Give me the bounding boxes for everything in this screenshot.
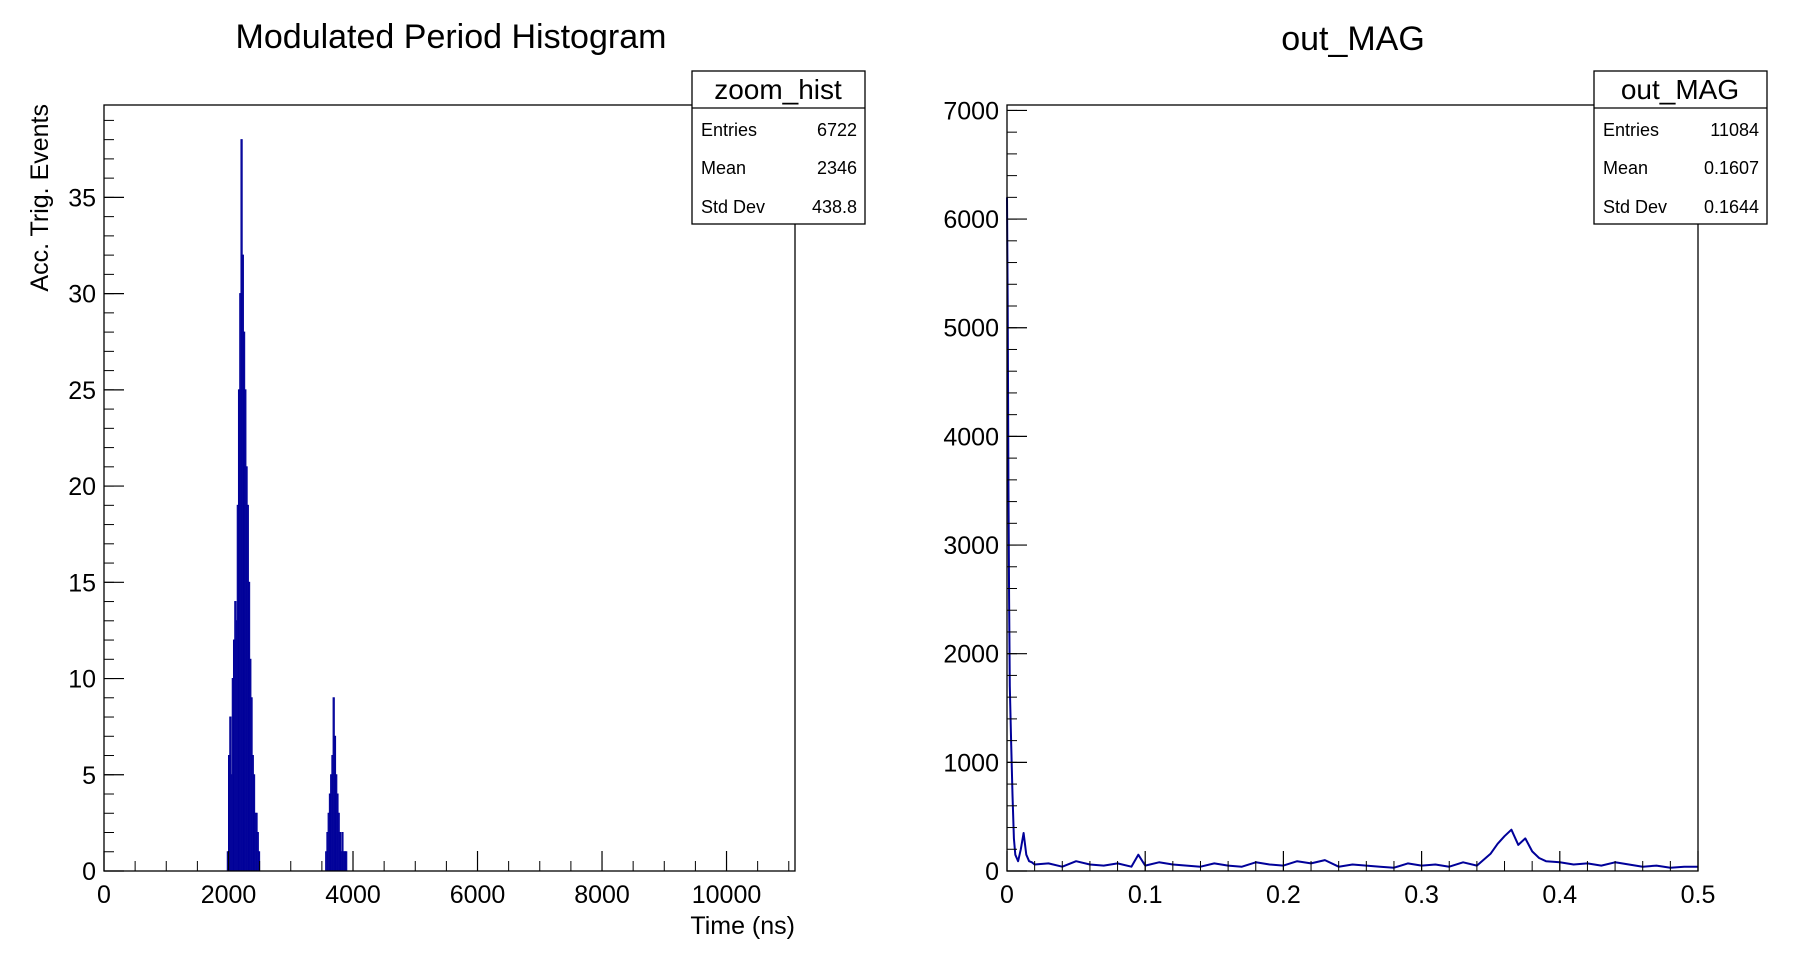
- magnitude-title: out_MAG: [1281, 20, 1425, 58]
- histogram-ticks: 0 2000 4000 6000 8000 10000 0 5 10 15 20 25 30 35: [68, 119, 790, 909]
- magnitude-y-tick-label: 3000: [943, 532, 999, 560]
- histogram-x-tick-label: 8000: [574, 881, 630, 909]
- magnitude-x-tick-label: 0.3: [1404, 881, 1439, 909]
- histogram-x-tick-label: 6000: [450, 881, 506, 909]
- histogram-y-axis-label: Acc. Trig. Events: [26, 104, 54, 292]
- magnitude-ticks: 0 0.1 0.2 0.3 0.4 0.5 0 1000 2000 3000 4000 5000 600…: [943, 97, 1715, 909]
- histogram-stats-entries-value: 6722: [817, 120, 857, 140]
- histogram-stats-mean-value: 2346: [817, 158, 857, 178]
- magnitude-y-tick-label: 5000: [943, 315, 999, 343]
- histogram-y-tick-label: 0: [82, 858, 96, 886]
- histogram-y-tick-label: 10: [68, 666, 96, 694]
- histogram-y-tick-label: 35: [68, 184, 96, 212]
- magnitude-x-tick-label: 0.5: [1681, 881, 1716, 909]
- magnitude-y-tick-label: 6000: [943, 206, 999, 234]
- magnitude-y-tick-label: 4000: [943, 423, 999, 451]
- histogram-y-tick-label: 25: [68, 377, 96, 405]
- histogram-stats-stddev-value: 438.8: [812, 197, 857, 217]
- histogram-y-tick-label: 15: [68, 569, 96, 597]
- histogram-bar: [345, 851, 348, 872]
- histogram-y-tick-label: 5: [82, 762, 96, 790]
- histogram-panel: Modulated Period Histogram Acc. Trig. Ev…: [26, 18, 866, 940]
- magnitude-x-tick-label: 0.2: [1266, 881, 1301, 909]
- magnitude-stats-box: out_MAG Entries 11084 Mean 0.1607 Std De…: [1593, 70, 1768, 225]
- histogram-x-axis-label: Time (ns): [690, 912, 795, 940]
- magnitude-x-tick-label: 0.1: [1128, 881, 1163, 909]
- histogram-plot-frame: [103, 104, 796, 872]
- histogram-stats-entries-label: Entries: [701, 120, 757, 140]
- histogram-y-tick-label: 20: [68, 473, 96, 501]
- histogram-stats-mean-label: Mean: [701, 158, 746, 178]
- histogram-x-tick-label: 2000: [201, 881, 257, 909]
- magnitude-stats-stddev-label: Std Dev: [1603, 197, 1667, 217]
- histogram-stats-name: zoom_hist: [714, 74, 842, 105]
- histogram-bars: [226, 139, 348, 872]
- histogram-x-tick-label: 4000: [325, 881, 381, 909]
- magnitude-y-tick-label: 1000: [943, 749, 999, 777]
- magnitude-line-series: [1006, 197, 1698, 869]
- histogram-y-tick-label: 30: [68, 281, 96, 309]
- histogram-x-tick-label: 10000: [692, 881, 762, 909]
- magnitude-plot-frame: [1006, 104, 1699, 872]
- histogram-title: Modulated Period Histogram: [236, 18, 667, 56]
- magnitude-panel: out_MAG 0 0.1 0.2 0.3 0.4 0.5 0 1000 2000 3000 400…: [943, 20, 1768, 909]
- histogram-stats-box: zoom_hist Entries 6722 Mean 2346 Std Dev…: [691, 70, 866, 225]
- magnitude-y-tick-label: 2000: [943, 641, 999, 669]
- magnitude-stats-mean-value: 0.1607: [1704, 158, 1759, 178]
- magnitude-y-tick-label: 7000: [943, 97, 999, 125]
- magnitude-x-tick-label: 0: [1000, 881, 1014, 909]
- magnitude-x-tick-label: 0.4: [1542, 881, 1577, 909]
- magnitude-stats-entries-value: 11084: [1710, 120, 1759, 140]
- magnitude-stats-mean-label: Mean: [1603, 158, 1648, 178]
- magnitude-series-line: [1006, 197, 1698, 869]
- magnitude-stats-stddev-value: 0.1644: [1704, 197, 1759, 217]
- magnitude-y-tick-label: 0: [985, 858, 999, 886]
- magnitude-stats-name: out_MAG: [1621, 74, 1739, 105]
- histogram-x-tick-label: 0: [97, 881, 111, 909]
- magnitude-stats-entries-label: Entries: [1603, 120, 1659, 140]
- histogram-stats-stddev-label: Std Dev: [701, 197, 765, 217]
